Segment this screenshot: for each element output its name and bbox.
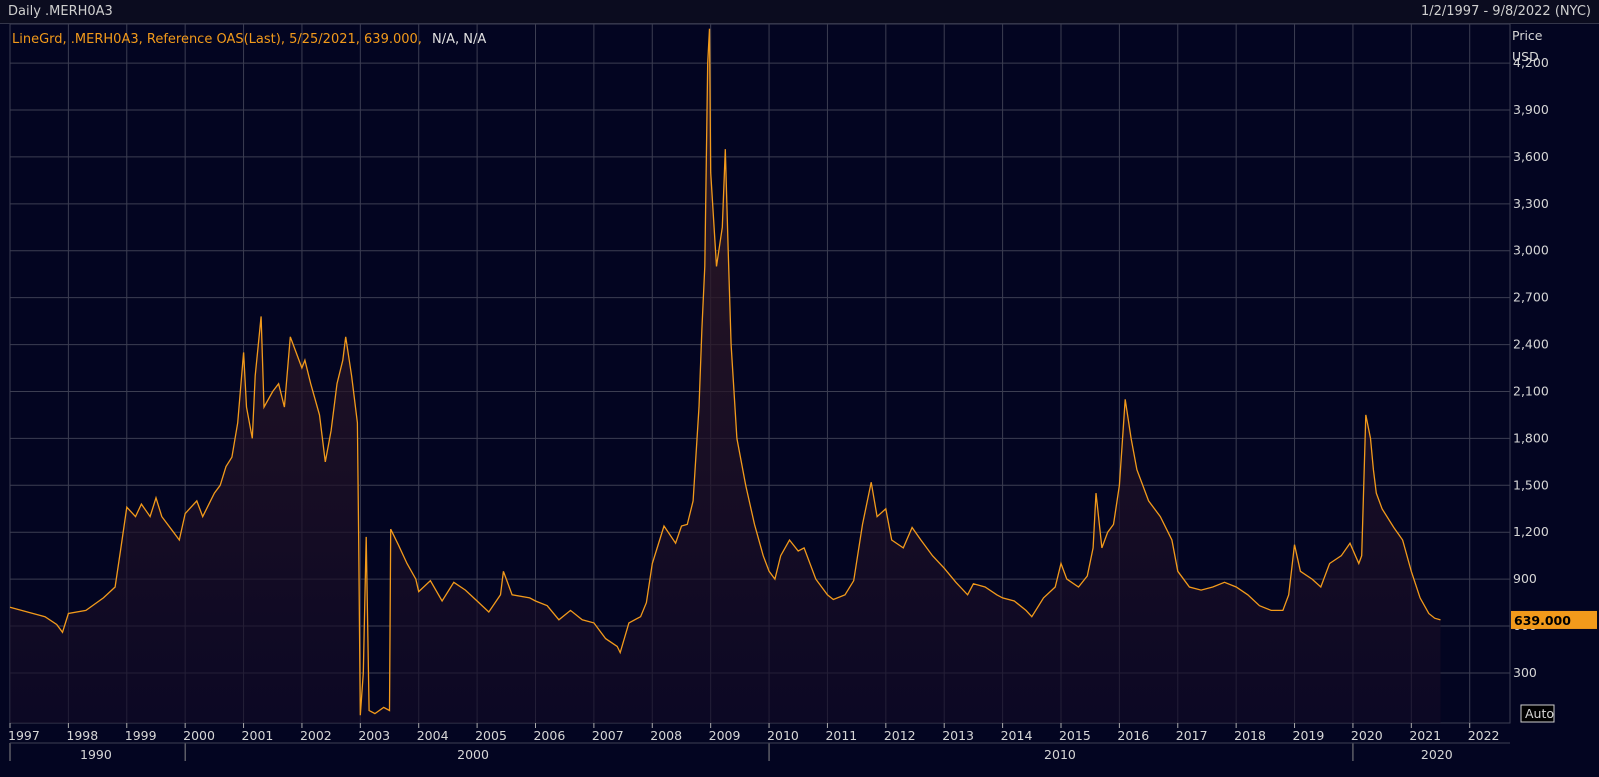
decade-label: 2020	[1421, 747, 1453, 762]
x-tick-label: 2018	[1234, 728, 1266, 743]
x-tick-label: 2017	[1176, 728, 1208, 743]
y-tick-label: 1,800	[1513, 430, 1549, 445]
y-tick-label: 4,200	[1513, 55, 1549, 70]
legend-entry: LineGrd, .MERH0A3, Reference OAS(Last), …	[12, 28, 486, 47]
y-tick-label: 2,700	[1513, 290, 1549, 305]
x-tick-label: 2020	[1351, 728, 1383, 743]
last-value-marker: 639.000	[1511, 610, 1597, 629]
y-tick-label: 1,200	[1513, 524, 1549, 539]
decade-label: 1990	[80, 747, 112, 762]
last-value-box	[1511, 610, 1597, 629]
series-area-fill	[10, 28, 1441, 723]
x-tick-label: 2015	[1059, 728, 1091, 743]
y-tick-label: 3,600	[1513, 149, 1549, 164]
x-tick-label: 2019	[1293, 728, 1325, 743]
x-tick-label: 1997	[8, 728, 40, 743]
y-tick-label: 3,300	[1513, 196, 1549, 211]
x-tick-label: 2007	[592, 728, 624, 743]
legend-na-text: N/A, N/A	[432, 32, 486, 47]
y-tick-label: 3,900	[1513, 102, 1549, 117]
x-tick-label: 2021	[1409, 728, 1441, 743]
y-tick-label: 2,400	[1513, 337, 1549, 352]
date-range-label[interactable]: 1/2/1997 - 9/8/2022 (NYC)	[1420, 4, 1591, 19]
x-tick-label: 1998	[66, 728, 98, 743]
x-tick-label: 2011	[825, 728, 857, 743]
x-tick-label: 2006	[533, 728, 565, 743]
x-tick-label: 2004	[417, 728, 449, 743]
x-tick-label: 2009	[709, 728, 741, 743]
y-tick-label: 1,500	[1513, 477, 1549, 492]
price-chart[interactable]: LineGrd, .MERH0A3, Reference OAS(Last), …	[0, 24, 1599, 777]
x-tick-label: 2008	[650, 728, 682, 743]
y-tick-label: 900	[1513, 571, 1537, 586]
legend: LineGrd, .MERH0A3, Reference OAS(Last), …	[12, 28, 486, 47]
last-value-label: 639.000	[1514, 613, 1571, 628]
decade-label: 2000	[457, 747, 489, 762]
y-axis-title: Price	[1512, 28, 1543, 43]
auto-scale-button[interactable]: Auto	[1520, 704, 1555, 723]
x-tick-label: 2002	[300, 728, 332, 743]
legend-series-text: LineGrd, .MERH0A3, Reference OAS(Last), …	[12, 32, 422, 47]
x-tick-label: 2000	[183, 728, 215, 743]
auto-scale-label: Auto	[1525, 706, 1554, 721]
x-tick-label: 2014	[1001, 728, 1033, 743]
x-axis: 1997 1998 1999 2000 2001 2002 2003 2004 2005 2006…	[8, 723, 1510, 762]
x-tick-label: 2013	[942, 728, 974, 743]
x-tick-label: 2016	[1117, 728, 1149, 743]
decade-label: 2010	[1044, 747, 1076, 762]
y-axis-unit: USD	[1512, 49, 1539, 64]
x-tick-label: 2005	[475, 728, 507, 743]
x-tick-label: 2010	[767, 728, 799, 743]
x-tick-label: 2001	[242, 728, 274, 743]
x-tick-label: 2012	[884, 728, 916, 743]
y-tick-label: 2,100	[1513, 383, 1549, 398]
chart-title: Daily .MERH0A3	[8, 4, 113, 19]
chart-header-bar: Daily .MERH0A3 1/2/1997 - 9/8/2022 (NYC)	[0, 0, 1599, 24]
y-tick-label: 300	[1513, 665, 1537, 680]
x-tick-label: 2003	[358, 728, 390, 743]
x-tick-label: 1999	[125, 728, 157, 743]
x-tick-label: 2022	[1468, 728, 1500, 743]
y-tick-label: 3,000	[1513, 243, 1549, 258]
series-line[interactable]	[9, 28, 1441, 716]
y-axis: Price USD 3006009001,2001,5001,8002,1002…	[1512, 28, 1549, 680]
